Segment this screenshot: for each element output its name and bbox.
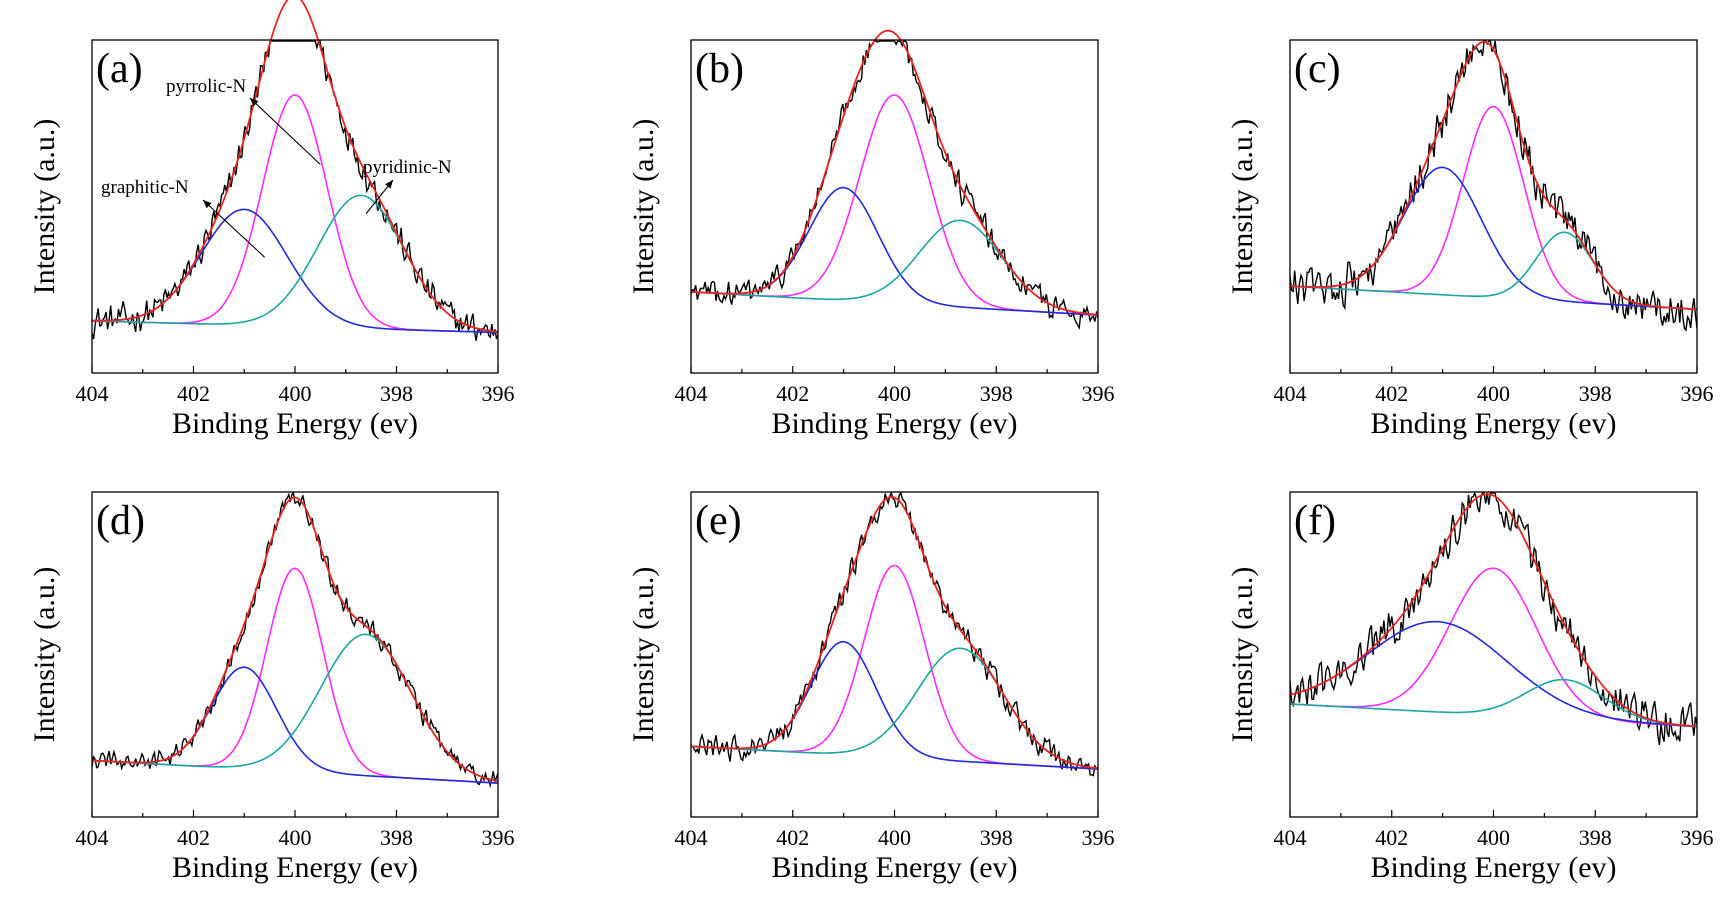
x-tick-label: 396 — [482, 825, 515, 850]
annotation-label-graphitic: graphitic-N — [101, 177, 189, 198]
x-axis-title: Binding Energy (ev) — [1370, 851, 1616, 884]
fit-envelope-curve — [1289, 493, 1698, 728]
x-tick-label: 398 — [1579, 825, 1612, 850]
y-axis-title: Intensity (a.u.) — [28, 119, 61, 295]
panel-label: (f) — [1294, 498, 1336, 544]
x-tick-label: 402 — [177, 825, 210, 850]
x-tick-label: 400 — [1477, 825, 1510, 850]
panel-label: (c) — [1294, 46, 1341, 92]
raw-spectrum-line — [690, 491, 1099, 777]
x-axis-title: Binding Energy (ev) — [172, 851, 418, 884]
annotation-arrowhead — [250, 98, 259, 107]
raw-spectrum-line — [1289, 40, 1698, 332]
x-tick-label: 398 — [380, 381, 413, 406]
graphitic-component-curve — [91, 666, 499, 784]
x-tick-label: 398 — [380, 825, 413, 850]
x-tick-label: 398 — [980, 381, 1013, 406]
x-tick-label: 400 — [279, 381, 312, 406]
annotation-arrow — [249, 97, 321, 165]
annotation-arrowhead — [385, 180, 393, 189]
x-tick-label: 396 — [1082, 381, 1115, 406]
panel-e: 404 402 400 398 396 Binding Energy (ev) Intens… — [627, 491, 1115, 884]
x-tick-label: 396 — [1681, 825, 1714, 850]
x-tick-label: 402 — [1375, 825, 1408, 850]
y-axis-title: Intensity (a.u.) — [627, 567, 660, 743]
annotation-arrow — [202, 199, 265, 258]
panel-label: (d) — [96, 498, 145, 544]
x-tick-label: 402 — [177, 381, 210, 406]
y-axis-title: Intensity (a.u.) — [28, 567, 61, 743]
plot-frame — [91, 491, 499, 818]
pyrrolic-component-curve — [690, 564, 1099, 770]
panel-label: (a) — [96, 46, 143, 92]
x-tick-label: 404 — [1274, 381, 1307, 406]
pyrrolic-component-curve — [91, 567, 499, 784]
panel-d: 404 402 400 398 396 Binding Energy (ev) Intens… — [28, 491, 515, 884]
fit-envelope-curve — [1289, 40, 1698, 311]
raw-spectrum-line — [91, 39, 499, 341]
x-tick-label: 404 — [675, 381, 708, 406]
x-tick-label: 400 — [878, 381, 911, 406]
pyrrolic-component-curve — [92, 94, 499, 334]
y-axis-title: Intensity (a.u.) — [1226, 119, 1259, 295]
annotation-label-pyridinic: pyridinic-N — [363, 157, 452, 178]
x-tick-label: 398 — [1579, 381, 1612, 406]
annotation-label-pyrrolic: pyrrolic-N — [166, 76, 246, 97]
x-axis-title: Binding Energy (ev) — [172, 407, 418, 440]
x-tick-label: 400 — [1477, 381, 1510, 406]
x-tick-label: 404 — [76, 381, 109, 406]
panel-label: (e) — [695, 498, 742, 544]
x-axis-title: Binding Energy (ev) — [1370, 407, 1616, 440]
raw-spectrum-line — [91, 491, 499, 788]
fit-envelope-curve — [92, 0, 499, 333]
pyridinic-component-curve — [1289, 678, 1698, 728]
plot-frame — [1289, 491, 1698, 818]
x-axis-title: Binding Energy (ev) — [771, 407, 1017, 440]
x-tick-label: 400 — [279, 825, 312, 850]
x-tick-label: 402 — [1375, 381, 1408, 406]
plot-frame — [1289, 39, 1698, 374]
x-tick-label: 396 — [1082, 825, 1115, 850]
x-tick-label: 404 — [675, 825, 708, 850]
x-tick-label: 396 — [1681, 381, 1714, 406]
y-axis-title: Intensity (a.u.) — [627, 119, 660, 295]
x-tick-label: 400 — [878, 825, 911, 850]
plot-frame — [690, 39, 1099, 374]
panel-a: 404 402 400 398 396 Binding Energy (ev) Intens… — [28, 0, 515, 440]
pyridinic-component-curve — [690, 219, 1099, 316]
x-tick-label: 396 — [482, 381, 515, 406]
pyrrolic-component-curve — [690, 94, 1099, 316]
x-tick-label: 404 — [1274, 825, 1307, 850]
y-axis-title: Intensity (a.u.) — [1226, 567, 1259, 743]
panel-label: (b) — [695, 46, 744, 92]
fit-envelope-curve — [690, 495, 1099, 770]
panel-c: 404 402 400 398 396 Binding Energy (ev) Intens… — [1226, 39, 1714, 440]
x-axis-title: Binding Energy (ev) — [771, 851, 1017, 884]
fit-envelope-curve — [91, 496, 499, 782]
raw-spectrum-line — [690, 40, 1099, 330]
x-tick-label: 402 — [776, 381, 809, 406]
annotation-arrowhead — [203, 200, 212, 209]
panel-b: 404 402 400 398 396 Binding Energy (ev) Intens… — [627, 29, 1115, 440]
x-tick-label: 402 — [776, 825, 809, 850]
x-tick-label: 404 — [76, 825, 109, 850]
fit-envelope-curve — [690, 29, 1099, 316]
graphitic-component-curve — [1289, 166, 1698, 311]
plot-frame — [690, 491, 1099, 818]
x-tick-label: 398 — [980, 825, 1013, 850]
panel-f: 404 402 400 398 396 Binding Energy (ev) Intens… — [1226, 490, 1714, 884]
